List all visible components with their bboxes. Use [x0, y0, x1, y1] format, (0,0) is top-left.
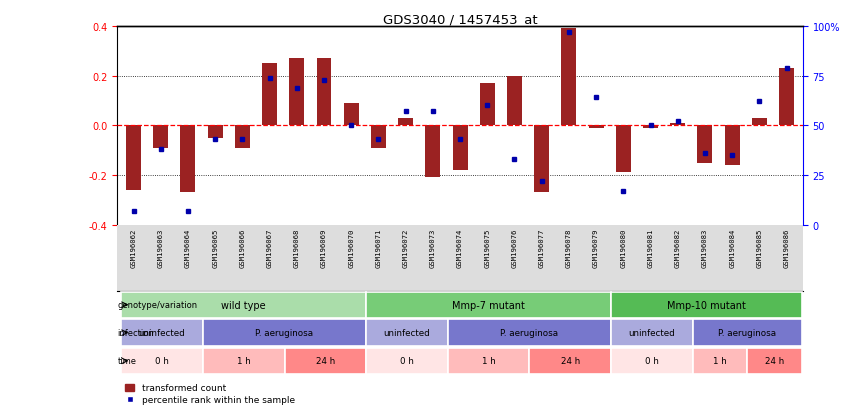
- FancyBboxPatch shape: [122, 292, 366, 318]
- Bar: [425, 126, 440, 178]
- Text: time: time: [118, 356, 137, 366]
- Text: 24 h: 24 h: [561, 356, 580, 366]
- Text: GSM196070: GSM196070: [348, 228, 354, 268]
- Text: GSM196071: GSM196071: [375, 228, 381, 268]
- Text: infection: infection: [118, 328, 155, 337]
- Bar: [235, 126, 250, 148]
- Text: GSM196078: GSM196078: [566, 228, 572, 268]
- Text: GSM196066: GSM196066: [240, 228, 246, 268]
- Text: 1 h: 1 h: [713, 356, 727, 366]
- Bar: [534, 126, 549, 193]
- Text: GSM196072: GSM196072: [403, 228, 409, 268]
- Text: GSM196075: GSM196075: [484, 228, 490, 268]
- Text: Mmp-10 mutant: Mmp-10 mutant: [667, 300, 746, 310]
- Text: GSM196085: GSM196085: [756, 228, 762, 268]
- Bar: [371, 126, 386, 148]
- Text: 24 h: 24 h: [765, 356, 784, 366]
- FancyBboxPatch shape: [366, 292, 611, 318]
- Bar: [725, 126, 740, 166]
- Text: P. aeruginosa: P. aeruginosa: [718, 328, 776, 337]
- FancyBboxPatch shape: [611, 348, 693, 374]
- FancyBboxPatch shape: [448, 320, 611, 346]
- Text: GSM196067: GSM196067: [266, 228, 273, 268]
- Text: GSM196074: GSM196074: [457, 228, 463, 268]
- Bar: [589, 126, 603, 128]
- Text: uninfected: uninfected: [628, 328, 675, 337]
- FancyBboxPatch shape: [203, 320, 366, 346]
- Text: GSM196068: GSM196068: [293, 228, 299, 268]
- Bar: [698, 126, 713, 163]
- Text: Mmp-7 mutant: Mmp-7 mutant: [452, 300, 525, 310]
- FancyBboxPatch shape: [366, 348, 448, 374]
- Text: GSM196073: GSM196073: [430, 228, 436, 268]
- Text: GSM196065: GSM196065: [212, 228, 218, 268]
- Text: GSM196079: GSM196079: [593, 228, 599, 268]
- Text: 0 h: 0 h: [645, 356, 659, 366]
- Title: GDS3040 / 1457453_at: GDS3040 / 1457453_at: [383, 13, 537, 26]
- Text: GSM196069: GSM196069: [321, 228, 327, 268]
- Bar: [779, 69, 794, 126]
- Text: GSM196064: GSM196064: [185, 228, 191, 268]
- Text: GSM196080: GSM196080: [621, 228, 627, 268]
- Text: GSM196086: GSM196086: [784, 228, 790, 268]
- Text: GSM196076: GSM196076: [511, 228, 517, 268]
- FancyBboxPatch shape: [122, 320, 203, 346]
- Text: GSM196062: GSM196062: [130, 228, 136, 268]
- FancyBboxPatch shape: [693, 348, 747, 374]
- Text: P. aeruginosa: P. aeruginosa: [255, 328, 313, 337]
- Text: GSM196077: GSM196077: [539, 228, 545, 268]
- Text: GSM196063: GSM196063: [158, 228, 164, 268]
- Text: 1 h: 1 h: [237, 356, 251, 366]
- FancyBboxPatch shape: [203, 348, 285, 374]
- Text: 0 h: 0 h: [155, 356, 169, 366]
- FancyBboxPatch shape: [611, 292, 801, 318]
- Bar: [154, 126, 168, 148]
- Legend: transformed count, percentile rank within the sample: transformed count, percentile rank withi…: [122, 380, 299, 408]
- Text: uninfected: uninfected: [384, 328, 431, 337]
- Bar: [126, 126, 141, 190]
- FancyBboxPatch shape: [122, 348, 203, 374]
- Bar: [289, 59, 305, 126]
- Bar: [752, 119, 766, 126]
- Bar: [344, 104, 358, 126]
- Bar: [643, 126, 658, 128]
- Bar: [398, 119, 413, 126]
- Text: GSM196084: GSM196084: [729, 228, 735, 268]
- Text: 24 h: 24 h: [316, 356, 335, 366]
- Bar: [181, 126, 195, 193]
- Text: uninfected: uninfected: [139, 328, 186, 337]
- FancyBboxPatch shape: [285, 348, 366, 374]
- FancyBboxPatch shape: [747, 348, 801, 374]
- Bar: [207, 126, 222, 138]
- Bar: [262, 64, 277, 126]
- FancyBboxPatch shape: [693, 320, 801, 346]
- Bar: [317, 59, 332, 126]
- Text: GSM196083: GSM196083: [702, 228, 708, 268]
- Bar: [452, 126, 468, 171]
- Text: 1 h: 1 h: [482, 356, 496, 366]
- Text: P. aeruginosa: P. aeruginosa: [500, 328, 558, 337]
- FancyBboxPatch shape: [529, 348, 611, 374]
- FancyBboxPatch shape: [366, 320, 448, 346]
- FancyBboxPatch shape: [611, 320, 693, 346]
- Text: wild type: wild type: [221, 300, 266, 310]
- Text: GSM196081: GSM196081: [648, 228, 654, 268]
- Bar: [670, 123, 685, 126]
- FancyBboxPatch shape: [448, 348, 529, 374]
- Bar: [562, 29, 576, 126]
- Bar: [615, 126, 631, 173]
- Bar: [507, 76, 522, 126]
- Text: 0 h: 0 h: [400, 356, 414, 366]
- Text: GSM196082: GSM196082: [674, 228, 681, 268]
- Text: genotype/variation: genotype/variation: [118, 301, 198, 309]
- Bar: [480, 84, 495, 126]
